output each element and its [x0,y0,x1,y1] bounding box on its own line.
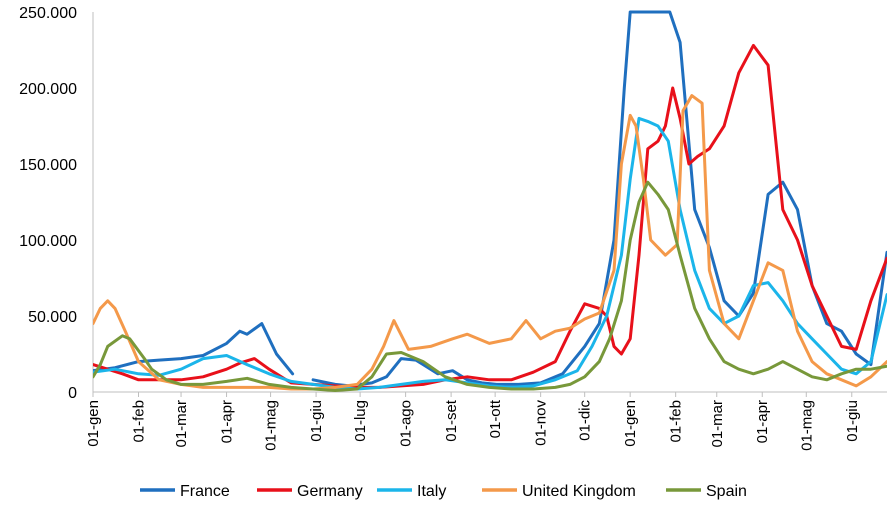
x-tick-label: 01-mar [709,400,726,448]
legend-label-united-kingdom: United Kingdom [522,483,636,500]
x-tick-label: 01-nov [533,400,550,446]
x-tick-label: 01-giu [308,400,325,442]
x-tick-label: 01-giu [844,400,861,442]
legend-label-italy: Italy [417,483,446,500]
y-tick-label: 100.000 [19,233,77,250]
legend-label-france: France [180,483,230,500]
y-axis: 0 50.000 100.000 150.000 200.000 250.000 [19,5,94,402]
x-tick-label: 01-mag [263,400,280,451]
x-tick-label: 01-gen [85,400,102,447]
x-tick-label: 01-feb [668,400,685,443]
x-tick-label: 01-feb [130,400,147,443]
x-tick-label: 01-dic [577,400,594,441]
x-tick-label: 01-ott [487,399,504,438]
y-tick-label: 0 [68,385,77,402]
x-tick-label: 01-set [443,399,460,442]
series-layer [93,10,887,392]
series-line-italy [93,116,887,391]
x-tick-label: 01-gen [622,400,639,447]
series-line-united-kingdom [93,94,887,391]
x-tick-label: 01-apr [754,400,771,443]
x-tick-label: 01-mag [798,400,815,451]
y-tick-label: 250.000 [19,5,77,22]
x-axis: 01-gen 01-feb 01-mar 01-apr 01-mag 01-giu 01-l… [85,391,887,451]
y-tick-label: 150.000 [19,157,77,174]
series-line-spain [93,180,887,392]
x-tick-label: 01-ago [398,400,415,447]
series-line-france [93,10,887,388]
x-tick-label: 01-apr [219,400,236,443]
y-tick-label: 50.000 [28,309,77,326]
series-line-germany [93,43,887,389]
legend-label-germany: Germany [297,483,363,500]
x-tick-label: 01-mar [173,400,190,448]
x-tick-label: 01-lug [352,400,369,442]
legend: France Germany Italy United Kingdom Spain [140,483,747,500]
legend-label-spain: Spain [706,483,747,500]
y-tick-label: 200.000 [19,81,77,98]
